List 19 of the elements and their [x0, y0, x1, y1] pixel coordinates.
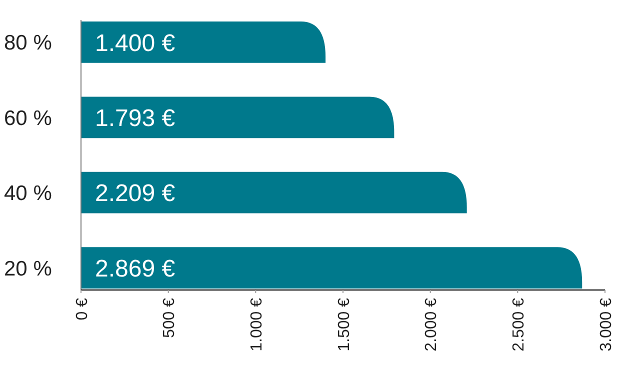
x-tick-label: 3.000 €	[598, 298, 615, 352]
x-tick-label: 0 €	[74, 298, 91, 320]
x-tick-label: 2.500 €	[510, 298, 528, 352]
y-tick-label: 40 %	[4, 182, 52, 206]
data-label: 2.209 €	[95, 180, 176, 208]
data-label: 1.793 €	[95, 105, 176, 132]
bar	[81, 96, 394, 138]
bar	[81, 247, 582, 288]
y-tick-label: 60 %	[4, 106, 52, 130]
y-tick-label: 80 %	[4, 32, 52, 55]
x-tick-label: 1.000 €	[248, 298, 266, 352]
x-tick-label: 1.500 €	[336, 298, 353, 352]
x-tick-label: 500 €	[161, 298, 178, 338]
bar	[81, 172, 467, 214]
y-tick-label: 20 %	[4, 257, 52, 280]
data-label: 1.400 €	[95, 30, 176, 57]
x-tick-label: 2.000 €	[423, 298, 440, 352]
bar	[81, 22, 326, 63]
data-label: 2.869 €	[95, 255, 176, 282]
